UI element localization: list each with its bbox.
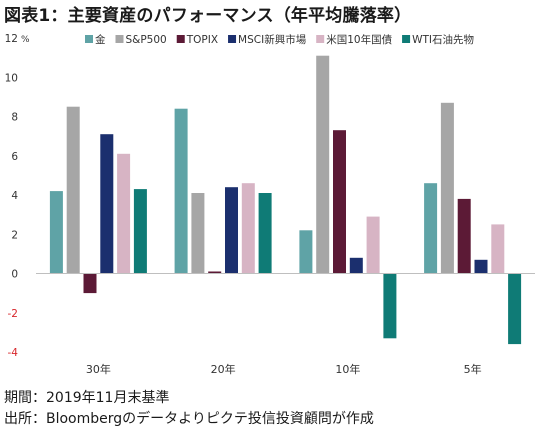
- bar: [383, 273, 397, 339]
- bar: [241, 183, 255, 274]
- legend-swatch: [115, 35, 124, 43]
- bar: [191, 193, 205, 274]
- bar: [491, 224, 505, 274]
- bar: [457, 198, 471, 274]
- bar-chart: 12 10 8 6 4 2 0 -2 -4% 30年 20年 10年 5年 金 S&P500 TOPIX MSC…: [5, 33, 535, 376]
- legend-label: TOPIX: [186, 34, 218, 46]
- bar: [299, 230, 313, 274]
- x-tick-label: 30年: [86, 362, 111, 376]
- y-tick-label: 2: [11, 229, 18, 241]
- bar: [117, 153, 131, 274]
- y-tick-label: 10: [5, 72, 18, 84]
- x-tick-label: 10年: [335, 362, 360, 376]
- bar: [66, 106, 80, 274]
- bar: [424, 183, 438, 274]
- legend-swatch: [176, 35, 185, 43]
- legend-label: 金: [95, 33, 106, 46]
- bar: [258, 193, 272, 274]
- x-tick-label: 5年: [464, 362, 482, 376]
- bar: [133, 189, 147, 274]
- y-tick-label: 0: [11, 269, 18, 281]
- legend-swatch: [316, 35, 325, 43]
- y-tick-label: 12: [5, 33, 18, 45]
- chart-title: 図表1：主要資産のパフォーマンス（年平均騰落率）: [4, 6, 412, 26]
- bar: [174, 108, 188, 274]
- legend-label: 米国10年国債: [326, 33, 392, 46]
- y-unit-label: %: [21, 35, 30, 45]
- bar: [225, 187, 238, 274]
- bar: [508, 273, 522, 345]
- y-tick-label: -4: [8, 347, 19, 359]
- source-note: 出所：Bloombergのデータよりピクテ投信投資顧問が作成: [4, 411, 374, 427]
- bar: [474, 259, 488, 274]
- period-note: 期間：2019年11月末基準: [4, 390, 170, 406]
- bar: [49, 191, 63, 274]
- bar: [440, 102, 454, 274]
- bar: [100, 134, 114, 274]
- legend-swatch: [85, 35, 93, 43]
- legend-label: MSCI新興市場: [238, 33, 307, 46]
- legend-swatch: [228, 35, 237, 43]
- legend-label: S&P500: [126, 34, 167, 46]
- bar: [333, 130, 346, 274]
- legend-swatch: [402, 35, 411, 43]
- legend-label: WTI石油先物: [412, 33, 474, 46]
- bar: [208, 271, 222, 274]
- y-tick-label: -2: [8, 308, 18, 320]
- bar: [83, 273, 97, 294]
- y-tick-label: 8: [11, 112, 18, 124]
- y-tick-label: 4: [11, 190, 18, 202]
- bar: [349, 257, 363, 274]
- y-tick-label: 6: [11, 151, 18, 163]
- bar: [366, 216, 380, 274]
- bar: [316, 55, 330, 274]
- x-tick-label: 20年: [211, 362, 236, 376]
